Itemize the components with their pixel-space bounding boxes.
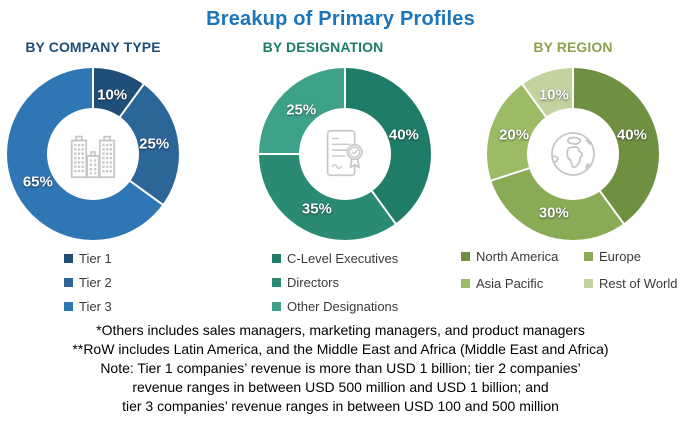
legend-swatch — [272, 254, 281, 263]
slice-label: 25% — [286, 101, 317, 119]
slice-label: 40% — [388, 126, 419, 144]
legend-label: Tier 2 — [79, 275, 112, 290]
donut-hole — [47, 108, 139, 200]
legend-swatch — [64, 302, 73, 311]
legend-swatch — [584, 252, 593, 261]
buildings-icon — [70, 135, 116, 179]
footnote-row: **RoW includes Latin America, and the Mi… — [72, 341, 609, 357]
legend-item-c-level-executives: C-Level Executives — [272, 251, 398, 266]
section-title-by-designation: BY DESIGNATION — [262, 39, 384, 55]
legend-swatch — [584, 279, 593, 288]
legend-label: Tier 1 — [79, 251, 112, 266]
legend-label: Tier 3 — [79, 299, 112, 314]
globe-icon — [551, 132, 595, 176]
donut-hole — [299, 108, 391, 200]
legend-swatch — [272, 278, 281, 287]
legend-label: Rest of World — [599, 276, 678, 291]
slice-label: 25% — [139, 135, 170, 153]
legend-item-tier-2: Tier 2 — [64, 275, 112, 290]
footnote-others: *Others includes sales managers, marketi… — [96, 322, 585, 338]
legend-swatch — [461, 279, 470, 288]
legend-label: Other Designations — [287, 299, 399, 314]
footnotes: *Others includes sales managers, marketi… — [0, 321, 681, 416]
slice-label: 40% — [616, 126, 647, 144]
legend-item-asia-pacific: Asia Pacific — [461, 276, 584, 291]
legend-label: North America — [476, 249, 559, 264]
slice-label: 10% — [97, 86, 128, 104]
slice-label: 35% — [301, 200, 332, 218]
page-title: Breakup of Primary Profiles — [206, 8, 475, 30]
legend-label: Directors — [287, 275, 340, 290]
legend-item-rest-of-world: Rest of World — [584, 276, 678, 291]
legend-item-europe: Europe — [584, 249, 678, 264]
donut-chart-company-type: 10% 25% 65% — [7, 68, 179, 240]
section-title-by-region: BY REGION — [533, 39, 613, 55]
slice-label: 10% — [538, 86, 569, 104]
donut-chart-designation: 40% 35% 25% — [259, 68, 431, 240]
footnote-tier-note-line2: revenue ranges in between USD 500 millio… — [132, 379, 549, 395]
donut-hole — [527, 108, 619, 200]
legend-item-other-designations: Other Designations — [272, 299, 398, 314]
legend-label: Europe — [599, 249, 641, 264]
slice-label: 30% — [538, 204, 569, 222]
legend-label: Asia Pacific — [476, 276, 544, 291]
legend-designation: C-Level Executives Directors Other Designa… — [272, 251, 398, 314]
legend-region: North America Europe Asia Pacific Rest of W… — [461, 249, 678, 291]
legend-item-tier-3: Tier 3 — [64, 299, 112, 314]
legend-company-type: Tier 1 Tier 2 Tier 3 — [64, 251, 112, 314]
slice-label: 65% — [22, 173, 53, 191]
legend-label: C-Level Executives — [287, 251, 399, 266]
section-title-by-company-type: BY COMPANY TYPE — [25, 39, 161, 55]
donut-chart-region: 40% 30% 20% 10% — [487, 68, 659, 240]
slice-label: 20% — [499, 126, 530, 144]
certificate-icon — [326, 129, 363, 177]
legend-swatch — [64, 254, 73, 263]
footnote-tier-note-line3: tier 3 companies’ revenue ranges in betw… — [122, 398, 559, 414]
legend-swatch — [461, 252, 470, 261]
legend-item-tier-1: Tier 1 — [64, 251, 112, 266]
legend-item-north-america: North America — [461, 249, 584, 264]
legend-swatch — [64, 278, 73, 287]
legend-swatch — [272, 302, 281, 311]
legend-item-directors: Directors — [272, 275, 398, 290]
footnote-tier-note-line1: Note: Tier 1 companies’ revenue is more … — [100, 360, 581, 376]
